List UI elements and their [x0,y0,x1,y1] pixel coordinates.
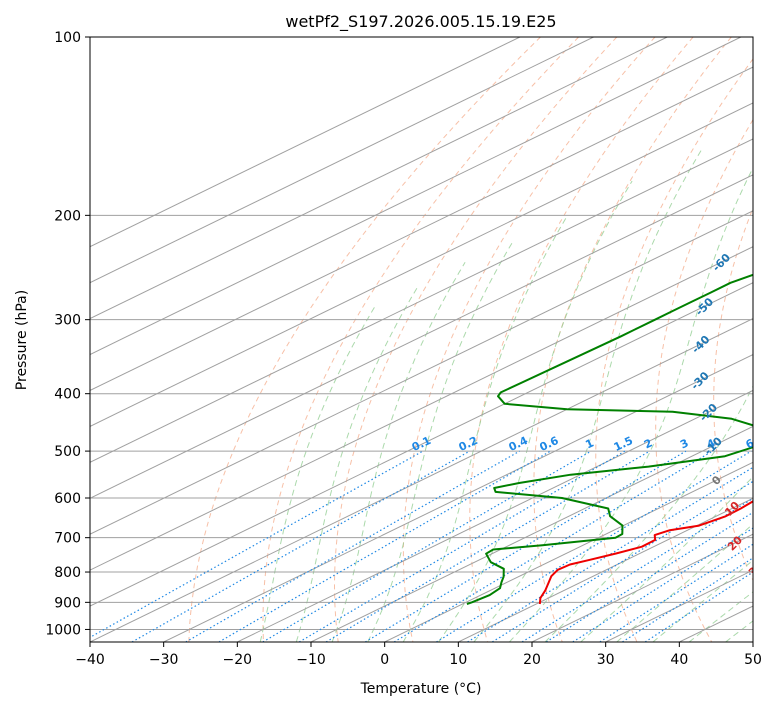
y-tick-label: 500 [54,444,81,460]
isotherm-line [90,318,753,642]
moist-adiabat-line [438,180,633,642]
moist-adiabat-line [259,306,376,642]
mixing-ratio-line [393,450,713,642]
isotherm-line [90,210,753,535]
mixing-ratio-line [491,480,753,642]
x-tick-label: −30 [149,652,179,668]
x-tick-label: 0 [380,652,389,668]
x-tick-label: −40 [75,652,105,668]
mixing-ratio-line [599,543,753,642]
mixing-ratio-line [622,557,753,642]
isotherm-line [90,37,668,320]
dry-adiabat-line [188,37,541,642]
isotherm-line [237,389,753,642]
temperature-profile-line [538,500,753,605]
y-tick-label: 700 [54,531,81,547]
y-tick-label: 200 [54,208,81,224]
isotherm-line [90,66,753,392]
x-tick-label: −20 [223,652,253,668]
mixing-ratio-line [218,450,551,642]
isotherm-line [163,353,753,642]
isotherm-line [90,37,742,356]
isotherm-line [90,37,594,284]
y-tick-label: 300 [54,313,81,329]
dewpoint-profile-line [466,273,753,605]
dry-adiabat-line [402,37,656,642]
x-tick-label: 40 [670,652,688,668]
dry-adiabat-line [655,118,753,642]
mixing-ratio-line [467,466,753,642]
chart-title: wetPf2_S197.2026.005.15.19.E25 [285,12,556,32]
mixing-ratio-label: 6 [744,436,757,451]
x-tick-label: 30 [597,652,615,668]
dry-adiabat-line [533,37,732,642]
dry-adiabat-line [469,37,694,642]
mixing-ratio-line [436,450,752,642]
isotherm-line [90,282,753,607]
y-tick-label: 1000 [45,622,81,638]
isotherm-line [458,497,753,642]
mixing-ratio-line [545,511,753,642]
isotherm-line [310,425,753,642]
x-tick-label: 20 [523,652,541,668]
y-tick-label: 400 [54,387,81,403]
mixing-ratio-line [185,450,520,642]
mixing-ratio-line [521,497,753,642]
moist-adiabat-line [402,215,569,642]
dry-adiabat-line [262,37,579,642]
y-tick-label: 600 [54,491,81,507]
y-tick-label: 100 [54,30,81,46]
moist-adiabat-line [295,287,418,642]
y-axis-label: Pressure (hPa) [14,290,30,390]
isotherm-line [531,533,753,642]
mixing-ratio-line [325,450,651,642]
isotherm-line [90,246,753,571]
moist-adiabat-line [331,262,466,642]
moist-adiabat-line [509,166,753,642]
plot-frame [89,36,754,643]
x-axis-label: Temperature (°C) [360,681,482,697]
isotherm-line [90,138,753,463]
y-tick-label: 900 [54,595,81,611]
isotherm-line [90,102,753,427]
moist-adiabat-line [616,523,753,642]
x-tick-label: 50 [744,652,762,668]
y-tick-label: 800 [54,565,81,581]
x-tick-label: 10 [449,652,467,668]
moist-adiabat-line [580,475,753,642]
isotherm-line [90,37,521,248]
isotherm-line [90,174,753,499]
dry-adiabat-line [334,37,618,642]
isotherm-label: 30 [746,559,766,579]
x-tick-label: −10 [296,652,326,668]
